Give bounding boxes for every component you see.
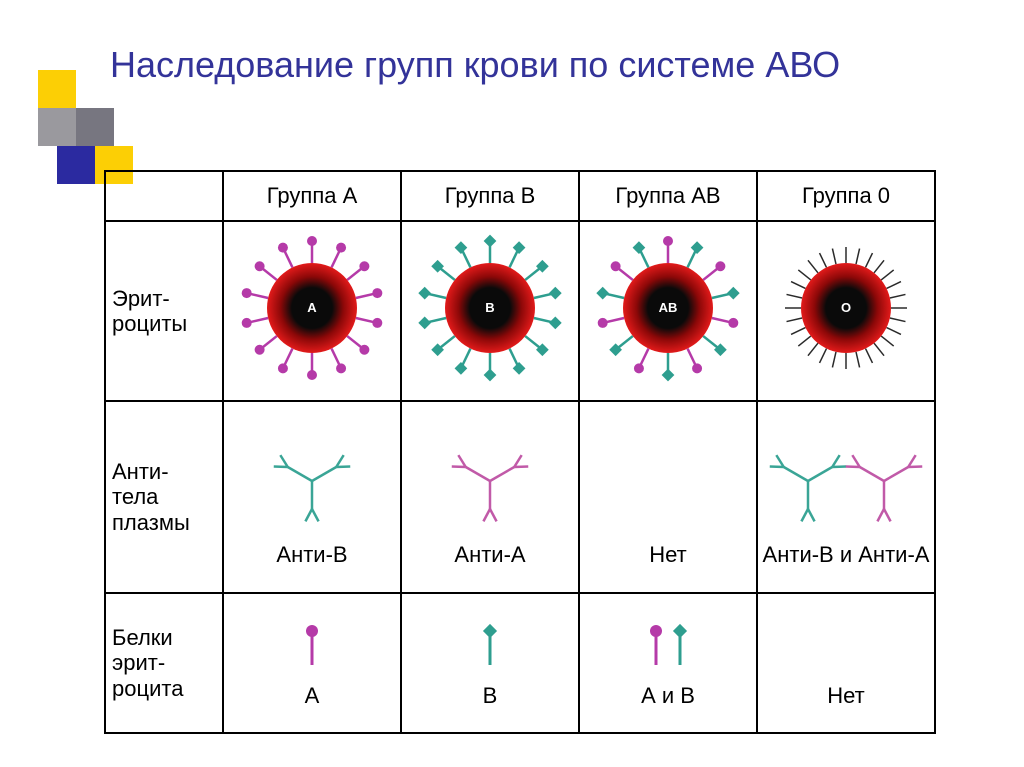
erythrocyte-cell: O <box>757 221 935 401</box>
svg-text:O: O <box>841 300 851 315</box>
blood-type-table: Группа АГруппа ВГруппа АВГруппа 0 Эрит-р… <box>104 170 936 734</box>
antibody-cell: Анти-А <box>401 401 579 593</box>
svg-text:A: A <box>307 300 317 315</box>
protein-label: Нет <box>827 683 864 709</box>
antibody-label: Нет <box>649 542 686 568</box>
column-header: Группа 0 <box>757 171 935 221</box>
protein-label: А <box>305 683 320 709</box>
antibody-label: Анти-В и Анти-А <box>763 542 930 568</box>
erythrocyte-cell: A <box>223 221 401 401</box>
svg-text:AB: AB <box>659 300 678 315</box>
protein-cell: В <box>401 593 579 733</box>
svg-text:B: B <box>485 300 494 315</box>
row-label-antibodies: Анти-телаплазмы <box>105 401 223 593</box>
protein-cell: Нет <box>757 593 935 733</box>
protein-label: В <box>483 683 498 709</box>
erythrocyte-cell: B <box>401 221 579 401</box>
antibody-cell: Анти-В и Анти-А <box>757 401 935 593</box>
antibody-label: Анти-В <box>276 542 347 568</box>
antibody-cell: Анти-В <box>223 401 401 593</box>
slide-title: Наследование групп крови по системе АВО <box>110 44 840 85</box>
protein-label: А и В <box>641 683 695 709</box>
protein-cell: А <box>223 593 401 733</box>
row-label-proteins: Белкиэрит-роцита <box>105 593 223 733</box>
antibody-label: Анти-А <box>454 542 525 568</box>
erythrocyte-cell: AB <box>579 221 757 401</box>
row-label-erythrocytes: Эрит-роциты <box>105 221 223 401</box>
protein-cell: А и В <box>579 593 757 733</box>
column-header: Группа А <box>223 171 401 221</box>
column-header: Группа В <box>401 171 579 221</box>
antibody-cell: Нет <box>579 401 757 593</box>
corner-cell <box>105 171 223 221</box>
column-header: Группа АВ <box>579 171 757 221</box>
